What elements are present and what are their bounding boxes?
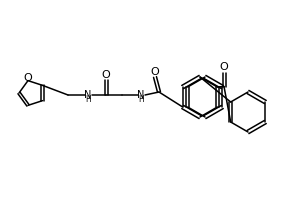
Text: O: O — [24, 73, 32, 83]
Text: O: O — [220, 62, 228, 72]
Text: H: H — [85, 96, 91, 104]
Text: O: O — [102, 70, 110, 80]
Text: N: N — [137, 90, 145, 100]
Text: H: H — [138, 96, 144, 104]
Text: N: N — [84, 90, 92, 100]
Text: O: O — [151, 67, 159, 77]
